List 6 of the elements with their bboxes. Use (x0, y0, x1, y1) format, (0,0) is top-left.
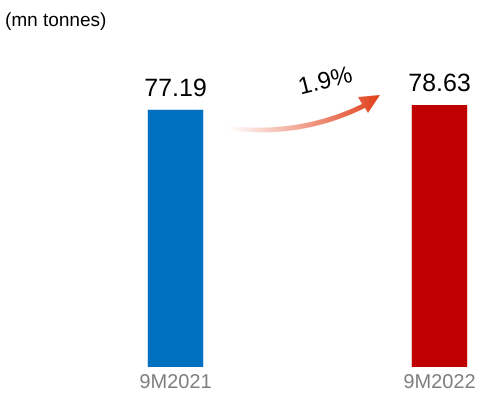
x-tick-label: 9M2022 (403, 371, 476, 393)
x-tick-label: 9M2021 (139, 371, 212, 393)
data-label: 78.63 (408, 69, 471, 97)
data-label: 77.19 (144, 74, 207, 102)
y-axis-title: (mn tonnes) (5, 10, 106, 31)
text: 1.9% (295, 61, 355, 100)
